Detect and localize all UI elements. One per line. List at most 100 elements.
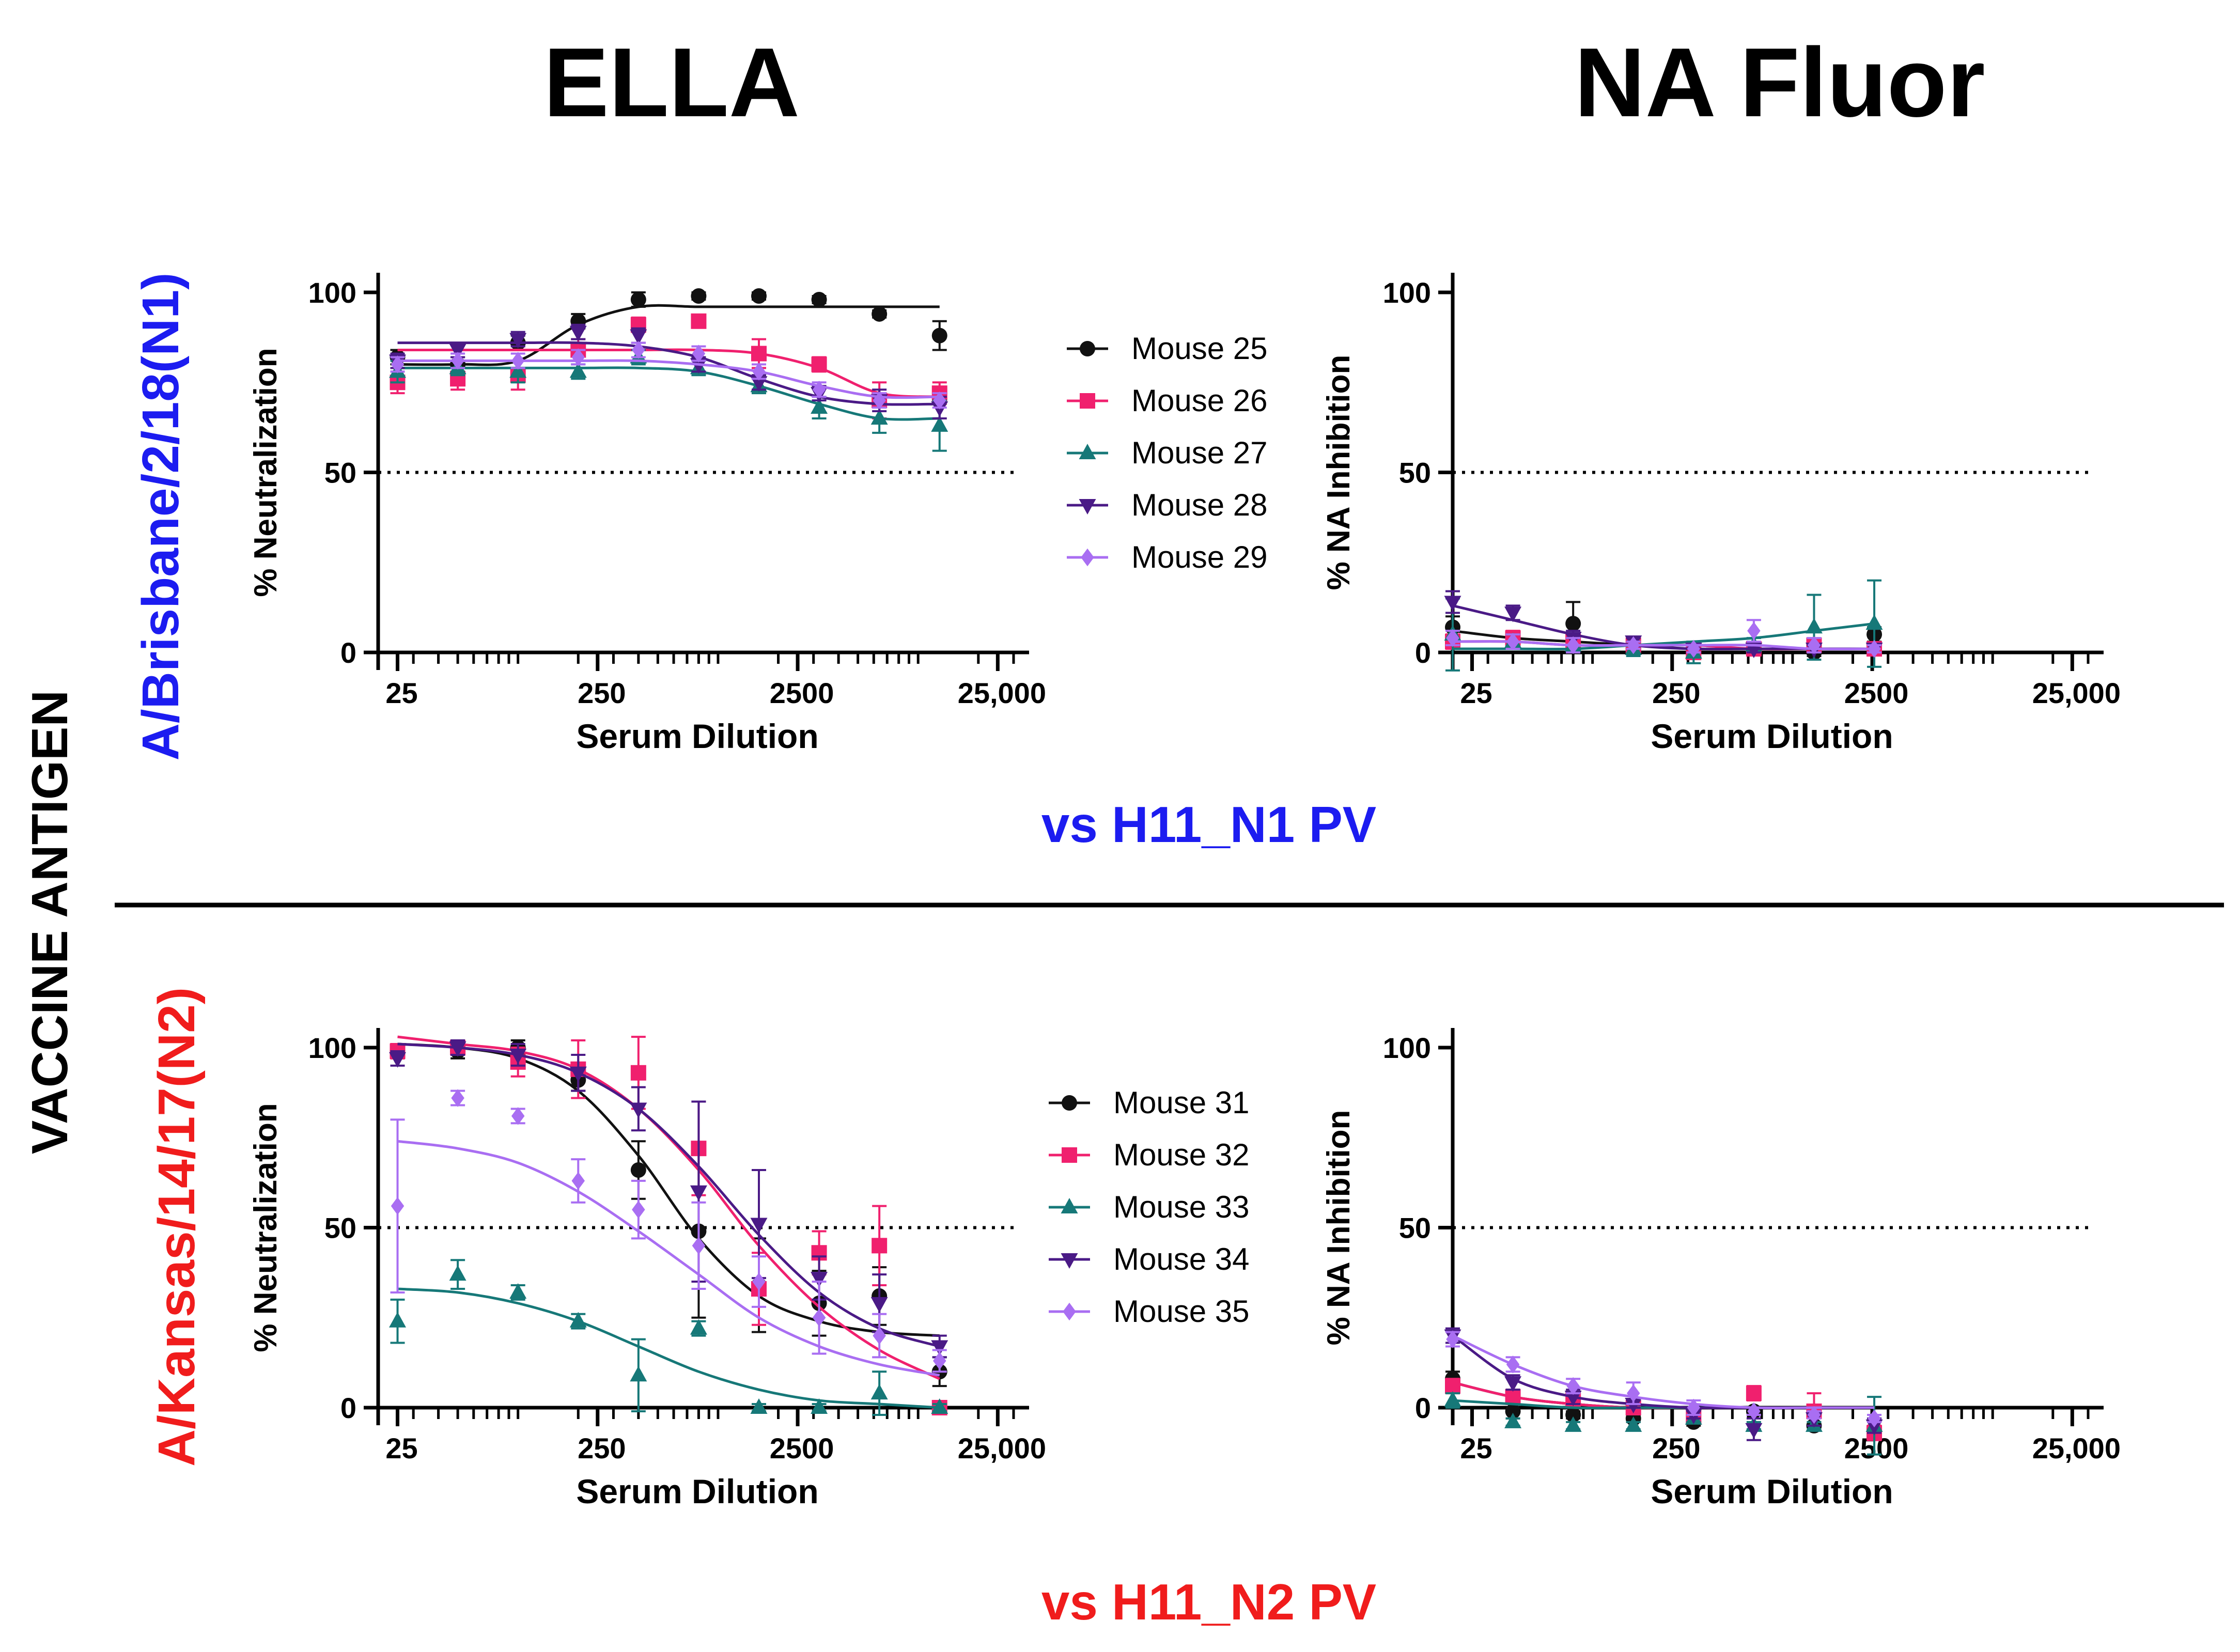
data-point [752,363,766,381]
data-point [630,291,646,307]
data-point [569,1066,587,1082]
data-point [692,1237,706,1255]
data-point [571,1172,585,1190]
y-axis-title: % Neutralization [248,1103,284,1352]
data-point [630,1065,646,1081]
data-point [569,325,587,341]
y-tick-label: 0 [340,1392,356,1424]
data-point [632,1201,645,1219]
data-point [750,1218,768,1234]
data-point [751,288,767,304]
x-tick-label: 25 [385,677,417,709]
x-axis-title: Serum Dilution [1651,717,1893,755]
x-tick-label: 250 [1652,1432,1700,1464]
legend-marker [1081,548,1094,567]
data-point [870,409,888,425]
y-tick-label: 100 [1383,1032,1431,1064]
x-tick-label: 25,000 [2032,1432,2121,1464]
data-point [1444,1391,1461,1407]
x-tick-label: 25 [1460,677,1492,709]
data-point [690,358,707,374]
y-tick-label: 0 [1415,636,1431,669]
legend-marker [1063,1302,1076,1321]
legend-marker [1062,1147,1077,1163]
data-point [1566,1377,1580,1395]
vaccine-antigen-label: VACCINE ANTIGEN [21,690,78,1154]
data-point [1625,1416,1642,1432]
data-point [1446,1330,1459,1348]
data-point [873,1327,886,1345]
data-point [1747,621,1761,640]
data-point [630,1366,647,1382]
legend-label: Mouse 26 [1131,383,1268,418]
y-tick-label: 100 [308,1032,356,1064]
data-point [569,362,587,378]
data-point [1687,1398,1701,1417]
legend-label: Mouse 29 [1131,540,1268,574]
data-point [391,1197,405,1215]
data-point [1626,1384,1640,1402]
y-tick-label: 0 [1415,1392,1431,1424]
chart-ella-n2: 0 50 100 25 250 2500 25,000 Serum Dilution % Neu… [248,1028,1250,1510]
data-point [1868,1409,1881,1428]
legend-marker [1079,499,1096,515]
chart-ella-n1: 0 50 100 25 250 2500 25,000 Serum Dilution % Neu… [248,273,1268,755]
data-point [1564,1391,1582,1407]
x-tick-label: 25,000 [958,1432,1046,1464]
x-tick-label: 250 [1652,677,1700,709]
fit-curve-mouse-35 [397,1140,940,1377]
data-point [571,348,585,366]
legend-marker [1079,444,1096,459]
legend-marker [1062,1095,1077,1111]
x-tick-label: 25,000 [2032,677,2121,709]
data-point [1865,614,1883,630]
data-point [511,1107,525,1125]
data-point [630,1162,646,1178]
data-point [690,1185,707,1201]
data-point [811,356,827,372]
data-point [1446,629,1459,647]
fit-curve-mouse-32 [397,1035,940,1380]
y-tick-label: 50 [324,457,356,489]
legend-label: Mouse 35 [1113,1294,1250,1329]
data-point [931,328,947,344]
data-point [1505,1403,1521,1419]
x-tick-label: 25,000 [958,677,1046,709]
data-point [1626,636,1640,654]
data-point [451,352,464,370]
data-point [1805,618,1823,634]
data-point [811,1272,828,1288]
data-point [691,288,707,304]
data-point [811,291,827,307]
legend-marker [1080,393,1095,409]
data-point [449,1041,466,1057]
data-point [690,1319,707,1335]
fit-curve-mouse-25 [397,304,940,366]
data-point [1504,1376,1522,1392]
data-point [389,1052,407,1068]
legend-label: Mouse 32 [1113,1137,1250,1172]
data-point [1807,1406,1821,1424]
data-point [750,376,768,392]
data-point [1506,1355,1520,1374]
legend-label: Mouse 34 [1113,1242,1250,1276]
data-point [630,1102,647,1118]
data-point [750,1398,768,1414]
row-versus-label-n1: vs H11_N1 PV [1041,796,1376,853]
data-point [511,352,525,370]
legend-label: Mouse 25 [1131,331,1268,366]
data-point [1504,606,1522,622]
data-point [870,1297,888,1313]
x-tick-label: 2500 [770,1432,834,1464]
data-point [449,344,466,360]
data-point [872,306,888,322]
data-point [872,1238,888,1254]
y-tick-label: 50 [1399,457,1431,489]
col-title-na-fluor: NA Fluor [1574,28,1985,137]
y-tick-label: 0 [340,636,356,669]
fit-curve-mouse-26 [397,348,940,398]
data-point [1807,636,1821,654]
y-tick-label: 50 [324,1212,356,1244]
y-tick-label: 100 [1383,276,1431,309]
